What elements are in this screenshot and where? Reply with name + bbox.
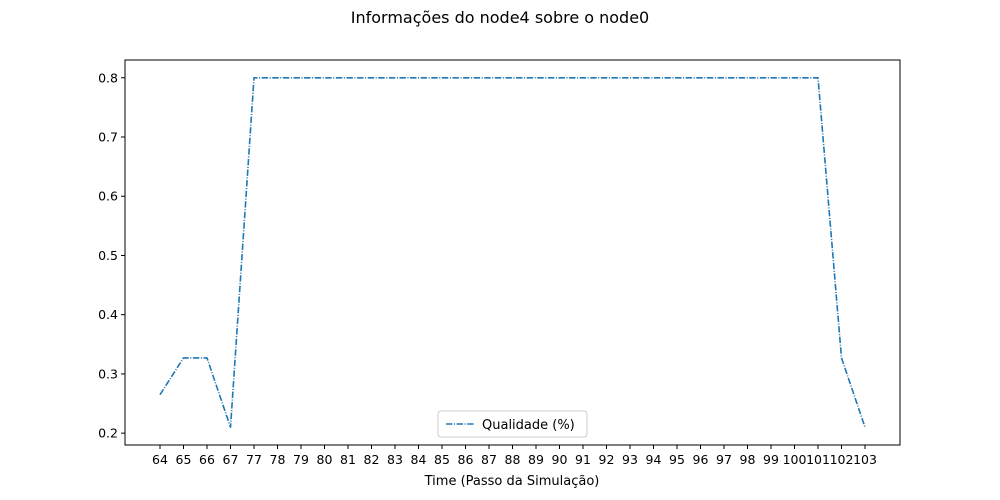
x-tick-label: 65 <box>176 452 192 467</box>
x-tick-label: 92 <box>599 452 615 467</box>
x-tick-label: 103 <box>853 452 877 467</box>
chart-title: Informações do node4 sobre o node0 <box>351 8 649 27</box>
y-tick-label: 0.5 <box>98 248 118 263</box>
x-tick-label: 67 <box>223 452 239 467</box>
plot-area <box>124 59 901 446</box>
x-tick-label: 90 <box>552 452 568 467</box>
x-tick-label: 81 <box>340 452 356 467</box>
x-tick-label: 101 <box>806 452 830 467</box>
y-tick-label: 0.3 <box>98 366 118 381</box>
x-tick-label: 97 <box>716 452 732 467</box>
x-tick-label: 86 <box>458 452 474 467</box>
x-axis: 64 65 66 67 77 78 79 80 81 82 83 84 85 86 87 88 89 90 91 92… <box>152 445 877 467</box>
x-axis-label: Time (Passo da Simulação) <box>424 474 600 489</box>
x-tick-label: 94 <box>646 452 662 467</box>
x-tick-label: 89 <box>528 452 544 467</box>
legend-label: Qualidade (%) <box>482 418 575 433</box>
x-tick-label: 80 <box>317 452 333 467</box>
x-tick-label: 99 <box>763 452 779 467</box>
x-tick-label: 96 <box>693 452 709 467</box>
x-tick-label: 100 <box>783 452 807 467</box>
legend-box <box>437 410 588 438</box>
x-tick-label: 83 <box>387 452 403 467</box>
series-line <box>159 76 866 429</box>
x-tick-label: 77 <box>246 452 262 467</box>
y-tick-label: 0.7 <box>98 130 118 145</box>
x-tick-label: 85 <box>434 452 450 467</box>
x-tick-label: 95 <box>669 452 685 467</box>
y-tick-label: 0.2 <box>98 426 118 441</box>
x-tick-label: 82 <box>364 452 380 467</box>
y-axis: 0.2 0.3 0.4 0.5 0.6 0.7 0.8 <box>98 70 125 441</box>
x-tick-label: 102 <box>830 452 854 467</box>
x-tick-label: 98 <box>740 452 756 467</box>
series-layer <box>159 76 866 429</box>
x-tick-label: 87 <box>481 452 497 467</box>
x-tick-label: 79 <box>293 452 309 467</box>
x-tick-label: 78 <box>270 452 286 467</box>
x-tick-label: 91 <box>575 452 591 467</box>
x-tick-label: 93 <box>622 452 638 467</box>
x-tick-label: 66 <box>199 452 215 467</box>
y-tick-label: 0.8 <box>98 70 118 85</box>
x-tick-label: 64 <box>152 452 168 467</box>
x-tick-label: 88 <box>505 452 521 467</box>
y-tick-label: 0.4 <box>98 307 118 322</box>
y-tick-label: 0.6 <box>98 189 118 204</box>
x-tick-label: 84 <box>411 452 427 467</box>
legend: Qualidade (%) <box>437 410 588 438</box>
